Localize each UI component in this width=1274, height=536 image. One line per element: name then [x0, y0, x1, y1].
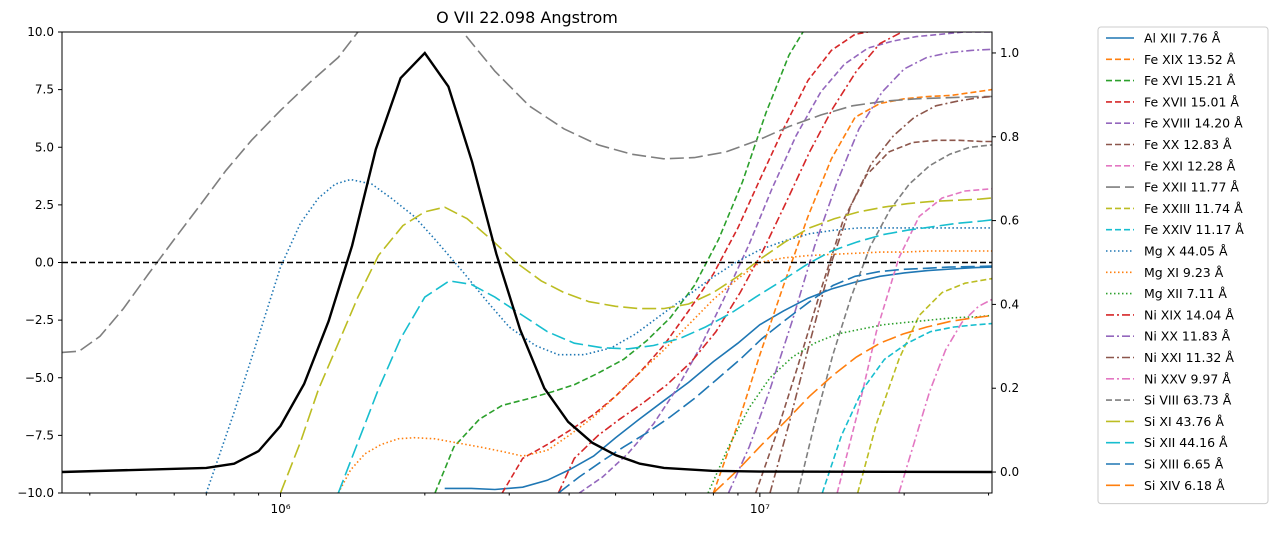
series-line-si-viii-63-73: [797, 144, 992, 493]
contribution-function-line: [62, 51, 992, 474]
legend-label-fe-xix-13-52: Fe XIX 13.52 Å: [1144, 52, 1236, 67]
y-tick-label: −7.5: [25, 428, 54, 442]
legend-label-fe-xxiv-11-17: Fe XXIV 11.17 Å: [1144, 222, 1244, 237]
series-line-si-xiii-6-65: [557, 265, 992, 493]
legend-label-mg-xi-9-23: Mg XI 9.23 Å: [1144, 265, 1224, 280]
legend-label-ni-xx-11-83: Ni XX 11.83 Å: [1144, 329, 1231, 344]
series-line-ni-xx-11-83: [727, 48, 992, 493]
legend-label-al-xii-7-76: Al XII 7.76 Å: [1144, 31, 1221, 46]
legend-label-ni-xxv-9-97: Ni XXV 9.97 Å: [1144, 371, 1231, 386]
y2-tick-label: 0.8: [1000, 130, 1019, 144]
legend-label-fe-xvii-15-01: Fe XVII 15.01 Å: [1144, 94, 1239, 109]
legend-box: [1097, 26, 1269, 505]
series-line-fe-xxi-12-28: [836, 187, 992, 493]
series-line-fe-xxii-11-77: [62, 32, 992, 354]
y-tick-label: −2.5: [25, 313, 54, 327]
y2-tick-label: 0.6: [1000, 214, 1019, 228]
series-line-mg-xii-7-11: [707, 314, 992, 493]
series-line-fe-xx-12-83: [754, 139, 992, 493]
y-tick-label: 10.0: [27, 25, 54, 39]
y-tick-label: 0.0: [35, 256, 54, 270]
axes: −10.0 −7.5 −5.0 −2.5 0.0 2.5 5.0 7.5 10.0 0.0 0.2 0…: [17, 25, 1019, 516]
series-line-si-xiv-6-18: [712, 314, 992, 493]
series-line-fe-xix-13-52: [712, 88, 992, 493]
legend-label-si-xiv-6-18: Si XIV 6.18 Å: [1144, 478, 1225, 493]
series-line-si-xi-43-76: [279, 197, 992, 493]
legend-label-mg-xii-7-11: Mg XII 7.11 Å: [1144, 286, 1227, 301]
legend-label-ni-xxi-11-32: Ni XXI 11.32 Å: [1144, 350, 1234, 365]
chart-title: O VII 22.098 Angstrom: [436, 8, 618, 27]
series-line-ni-xxv-9-97: [898, 298, 992, 493]
series-layer: [62, 32, 992, 493]
legend-label-ni-xix-14-04: Ni XIX 14.04 Å: [1144, 307, 1234, 322]
y2-tick-label: 0.4: [1000, 297, 1019, 311]
y-tick-label: 5.0: [35, 140, 54, 154]
legend-label-fe-xvi-15-21: Fe XVI 15.21 Å: [1144, 73, 1236, 88]
series-line-si-xii-44-16: [337, 219, 992, 493]
series-line-ni-xix-14-04: [557, 32, 903, 493]
series-line-fe-xxiii-11-74: [856, 277, 992, 493]
series-line-ni-xxi-11-32: [769, 95, 992, 493]
y2-tick-label: 0.2: [1000, 381, 1019, 395]
legend-label-mg-x-44-05: Mg X 44.05 Å: [1144, 244, 1228, 259]
y-tick-label: 7.5: [35, 83, 54, 97]
series-line-fe-xviii-14-20: [578, 32, 992, 493]
legend-label-si-viii-63-73: Si VIII 63.73 Å: [1144, 393, 1232, 408]
y2-tick-label: 1.0: [1000, 46, 1019, 60]
legend-label-fe-xxi-12-28: Fe XXI 12.28 Å: [1144, 158, 1236, 173]
y-tick-label: −5.0: [25, 371, 54, 385]
legend-label-si-xi-43-76: Si XI 43.76 Å: [1144, 414, 1224, 429]
legend: Al XII 7.76 Å Fe XIX 13.52 Å Fe XVI 15.21 …: [1097, 26, 1269, 505]
series-line-fe-xvii-15-01: [501, 32, 869, 493]
series-line-fe-xxiv-11-17: [821, 322, 992, 493]
legend-label-fe-xxii-11-77: Fe XXII 11.77 Å: [1144, 180, 1239, 195]
series-line-mg-xi-9-23: [337, 250, 992, 493]
series-line-fe-xvi-15-21: [434, 32, 804, 493]
y-tick-label: −10.0: [17, 486, 54, 500]
legend-label-fe-xxiii-11-74: Fe XXIII 11.74 Å: [1144, 201, 1243, 216]
x-tick-label: 10⁶: [270, 502, 290, 516]
y2-tick-label: 0.0: [1000, 465, 1019, 479]
x-tick-label: 10⁷: [750, 502, 770, 516]
legend-label-fe-xviii-14-20: Fe XVIII 14.20 Å: [1144, 116, 1243, 131]
legend-label-si-xiii-6-65: Si XIII 6.65 Å: [1144, 457, 1224, 472]
y-tick-label: 2.5: [35, 198, 54, 212]
legend-label-fe-xx-12-83: Fe XX 12.83 Å: [1144, 137, 1232, 152]
series-line-al-xii-7-76: [444, 266, 992, 491]
legend-label-si-xii-44-16: Si XII 44.16 Å: [1144, 435, 1228, 450]
